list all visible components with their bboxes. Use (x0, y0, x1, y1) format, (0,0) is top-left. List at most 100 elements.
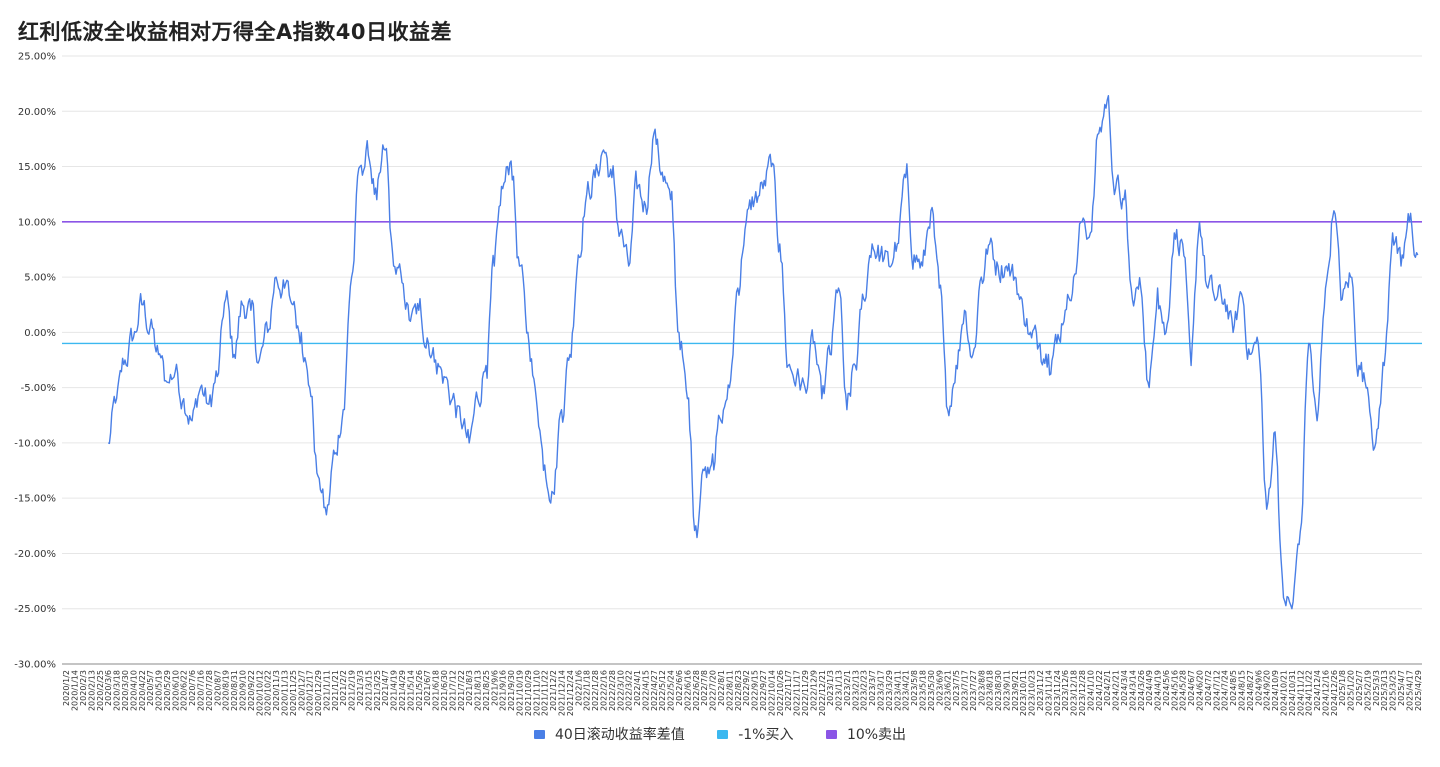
x-tick-label: 2020/12/7 (297, 670, 306, 711)
legend-swatch-series (533, 729, 545, 739)
x-tick-label: 2022/1/18 (583, 670, 592, 711)
x-tick-label: 2024/3/14 (1128, 670, 1137, 711)
x-tick-label: 2020/3/18 (113, 670, 122, 711)
x-tick-label: 2022/6/28 (692, 670, 701, 711)
x-tick-label: 2021/6/7 (423, 670, 432, 706)
x-tick-label: 2021/9/16 (499, 670, 508, 711)
x-tick-label: 2020/11/13 (280, 670, 289, 716)
x-axis-ticks: 2020/1/2 2020/1/14 2020/2/3 2020/2/13 2020/2… (62, 670, 1423, 716)
x-tick-label: 2024/3/4 (1120, 670, 1129, 706)
x-tick-label: 2020/9/22 (247, 670, 256, 711)
x-tick-label: 2023/10/11 (1019, 670, 1028, 716)
x-tick-label: 2022/11/17 (793, 670, 802, 716)
x-tick-label: 2020/9/10 (238, 670, 247, 711)
y-tick-label: -25.00% (14, 604, 56, 615)
x-tick-label: 2020/12/29 (314, 670, 323, 716)
x-tick-label: 2024/7/24 (1221, 670, 1230, 711)
x-tick-label: 2024/9/6 (1254, 670, 1263, 706)
x-tick-label: 2024/3/26 (1137, 670, 1146, 711)
y-tick-label: 0.00% (24, 328, 56, 339)
x-tick-label: 2020/7/28 (205, 670, 214, 711)
x-tick-label: 2023/9/11 (1002, 670, 1011, 711)
x-tick-label: 2022/7/20 (709, 670, 718, 711)
x-tick-label: 2022/4/1 (633, 670, 642, 706)
legend-item-sell[interactable]: 10%卖出 (825, 724, 906, 744)
x-tick-label: 2020/11/25 (289, 670, 298, 716)
x-tick-label: 2020/3/30 (121, 670, 130, 711)
x-tick-label: 2024/8/27 (1246, 670, 1255, 711)
legend: 40日滚动收益率差值 -1%买入 10%卖出 (0, 724, 1440, 744)
x-tick-label: 2021/7/22 (457, 670, 466, 711)
x-tick-label: 2023/2/13 (851, 670, 860, 711)
x-tick-label: 2024/11/22 (1305, 670, 1314, 716)
legend-swatch-buy (717, 729, 729, 739)
x-tick-label: 2023/1/13 (835, 670, 844, 711)
x-tick-label: 2022/6/16 (683, 670, 692, 711)
x-tick-label: 2022/2/28 (608, 670, 617, 711)
x-tick-label: 2021/9/6 (490, 670, 499, 706)
x-tick-label: 2024/9/20 (1263, 670, 1272, 711)
series-line-rolling-diff (107, 95, 1419, 610)
x-tick-label: 2021/5/14 (406, 670, 415, 711)
x-tick-label: 2021/12/2 (549, 670, 558, 711)
x-tick-label: 2021/8/3 (465, 670, 474, 706)
chart-title: 红利低波全收益相对万得全A指数40日收益差 (18, 20, 452, 44)
x-tick-label: 2023/11/14 (1044, 670, 1053, 716)
x-tick-label: 2022/10/26 (776, 670, 785, 716)
x-tick-label: 2021/4/19 (390, 670, 399, 711)
x-tick-label: 2023/3/17 (877, 670, 886, 711)
gridlines (62, 55, 1422, 665)
x-tick-label: 2023/5/30 (927, 670, 936, 711)
x-tick-label: 2020/12/17 (306, 670, 315, 716)
x-tick-label: 2023/7/27 (969, 670, 978, 711)
x-tick-label: 2023/8/30 (994, 670, 1003, 711)
x-tick-label: 2020/7/16 (197, 670, 206, 711)
legend-item-series[interactable]: 40日滚动收益率差值 (533, 724, 685, 744)
x-tick-label: 2020/8/31 (230, 670, 239, 711)
x-tick-label: 2022/1/28 (591, 670, 600, 711)
x-tick-label: 2025/3/13 (1380, 670, 1389, 711)
x-tick-label: 2020/8/7 (213, 670, 222, 706)
x-tick-label: 2024/11/12 (1296, 670, 1305, 716)
x-tick-label: 2021/12/24 (566, 670, 575, 716)
x-tick-label: 2021/7/12 (448, 670, 457, 711)
x-tick-label: 2021/3/15 (364, 670, 373, 711)
x-tick-label: 2020/2/25 (96, 670, 105, 711)
legend-item-buy[interactable]: -1%买入 (717, 724, 793, 744)
x-tick-label: 2021/12/14 (558, 670, 567, 716)
x-tick-label: 2020/6/22 (180, 670, 189, 711)
y-tick-label: -5.00% (21, 383, 56, 394)
x-tick-label: 2021/4/29 (398, 670, 407, 711)
x-tick-label: 2024/8/15 (1238, 670, 1247, 711)
y-axis-ticks: 25.00% 20.00% 15.00% 10.00% 5.00% 0.00% -5.00%… (14, 52, 56, 671)
x-tick-label: 2020/4/10 (129, 670, 138, 711)
x-tick-label: 2024/12/4 (1313, 670, 1322, 711)
x-tick-label: 2022/4/15 (641, 670, 650, 711)
x-tick-label: 2024/10/9 (1271, 670, 1280, 711)
x-tick-label: 2025/4/17 (1405, 670, 1414, 711)
x-tick-label: 2023/7/17 (960, 670, 969, 711)
x-tick-label: 2022/5/12 (658, 670, 667, 711)
x-tick-label: 2021/8/13 (474, 670, 483, 711)
x-tick-label: 2023/5/18 (918, 670, 927, 711)
x-tick-label: 2024/2/21 (1112, 670, 1121, 711)
x-tick-label: 2024/4/19 (1154, 670, 1163, 711)
x-tick-label: 2020/2/13 (87, 670, 96, 711)
x-tick-label: 2020/6/10 (171, 670, 180, 711)
x-tick-label: 2023/3/29 (885, 670, 894, 711)
x-tick-label: 2022/4/27 (650, 670, 659, 711)
x-tick-label: 2020/7/6 (188, 670, 197, 706)
x-tick-label: 2023/8/8 (977, 670, 986, 706)
x-tick-label: 2024/6/20 (1196, 670, 1205, 711)
x-tick-label: 2022/10/14 (767, 670, 776, 716)
legend-swatch-sell (825, 729, 837, 739)
x-tick-label: 2023/12/28 (1078, 670, 1087, 716)
x-tick-label: 2020/11/3 (272, 670, 281, 711)
x-tick-label: 2024/2/1 (1103, 670, 1112, 706)
x-tick-label: 2021/1/11 (322, 670, 331, 711)
x-tick-label: 2021/6/30 (440, 670, 449, 711)
y-tick-label: 5.00% (24, 273, 56, 284)
x-tick-label: 2022/9/2 (742, 670, 751, 706)
x-tick-label: 2023/11/2 (1036, 670, 1045, 711)
x-tick-label: 2022/12/21 (818, 670, 827, 716)
